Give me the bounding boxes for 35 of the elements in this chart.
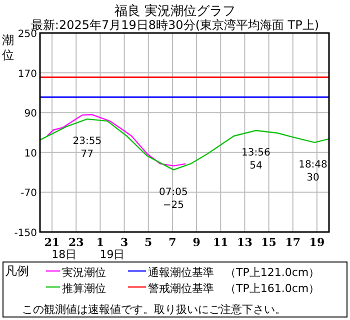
x-tick-label: 7 [168,236,176,249]
line-series [46,114,186,166]
x-tick-label: 23 [68,236,84,249]
legend-title: 凡例 [5,264,29,278]
y-tick-label: 10 [24,148,37,160]
legend-label: 通報潮位基準 （TP上121.0cm） [148,266,320,279]
text: 18日 [52,248,77,261]
y-tick-label: 90 [24,108,37,120]
x-tick-label: 5 [144,236,152,249]
y-tick-label: 250 [18,29,37,40]
y-tick-label: -70 [20,188,37,200]
annotation: 18:48 30 [298,159,328,184]
x-tick-label: 13 [237,236,252,249]
y-axis-title: 潮位 [2,33,14,62]
x-tick-label: 9 [192,236,200,249]
annotation: 13:56 54 [242,148,270,172]
x-tick-label: 15 [261,236,276,249]
chart-subtitle: 最新:2025年7月19日8時30分(東京湾平均海面 TP上) [30,18,320,32]
x-tick-label: 21 [44,236,60,249]
legend-label: 推算潮位 [62,282,106,295]
legend-label: 警戒潮位基準 （TP上161.0cm） [148,282,320,295]
text: この観測値は速報値です。取り扱いにご注意下さい。 [22,303,286,316]
legend-label: 実況潮位 [62,266,106,279]
y-tick-label: -150 [14,228,37,239]
x-tick-label: 1 [96,236,104,249]
x-tick-label: 17 [285,236,301,249]
text: 19日 [100,248,125,261]
annotation: 23:55 77 [72,136,102,160]
x-tick-label: 3 [120,236,128,249]
chart-title: 福良 実況潮位グラフ [114,3,236,19]
line-series [39,118,330,170]
y-tick-label: 170 [18,68,37,80]
x-tick-label: 19 [309,236,325,249]
x-tick-label: 11 [212,236,228,249]
annotation: 07:05 −25 [159,186,188,211]
